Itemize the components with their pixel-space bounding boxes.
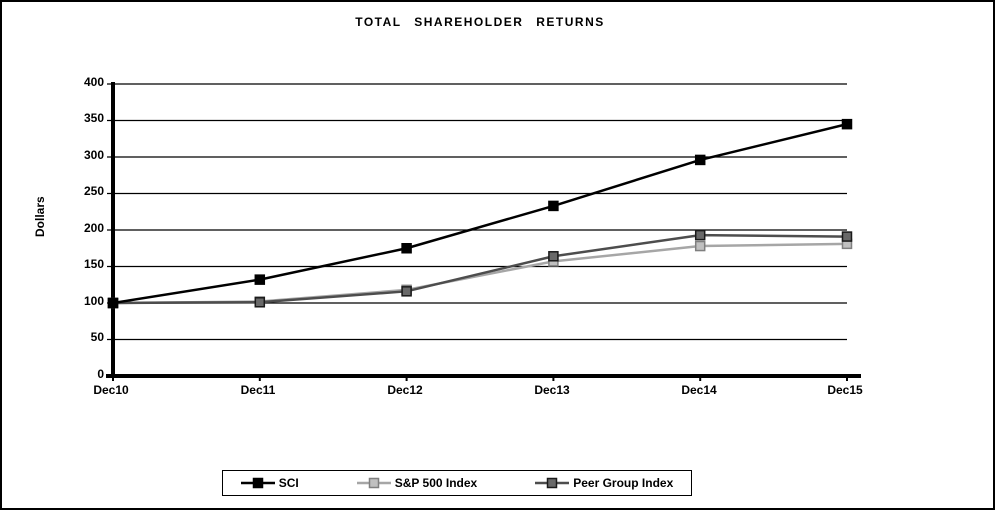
- legend-label: SCI: [278, 476, 299, 490]
- legend: SCI S&P 500 Index Peer Group Index: [222, 470, 692, 496]
- chart-title: TOTAL SHAREHOLDER RETURNS: [355, 15, 605, 29]
- y-tick-label: 350: [83, 111, 104, 125]
- x-tick-label: Dec15: [827, 383, 863, 397]
- legend-item-sp500: S&P 500 Index: [356, 476, 478, 490]
- y-tick-label: 200: [83, 221, 104, 235]
- sp500-line-marker-icon: [356, 477, 391, 489]
- x-tick-label: Dec13: [534, 383, 570, 397]
- y-tick-label: 300: [83, 148, 104, 162]
- y-tick-label: 0: [97, 367, 104, 381]
- legend-label: Peer Group Index: [573, 476, 674, 490]
- x-tick-label: Dec12: [387, 383, 423, 397]
- x-tick-label: Dec14: [681, 383, 717, 397]
- x-tick-label: Dec11: [240, 383, 276, 397]
- x-tick-label: Dec10: [93, 383, 129, 397]
- y-tick-label: 150: [83, 257, 104, 271]
- y-tick-label: 250: [83, 184, 104, 198]
- legend-item-sci: SCI: [240, 476, 299, 490]
- y-tick-label: 400: [83, 75, 104, 89]
- sci-line-marker-icon: [240, 477, 275, 489]
- peer-group-line-marker-icon: [535, 477, 570, 489]
- legend-item-peer-group: Peer Group Index: [535, 476, 673, 490]
- y-tick-label: 50: [90, 330, 104, 344]
- legend-label: S&P 500 Index: [394, 476, 478, 490]
- y-tick-label: 100: [83, 294, 104, 308]
